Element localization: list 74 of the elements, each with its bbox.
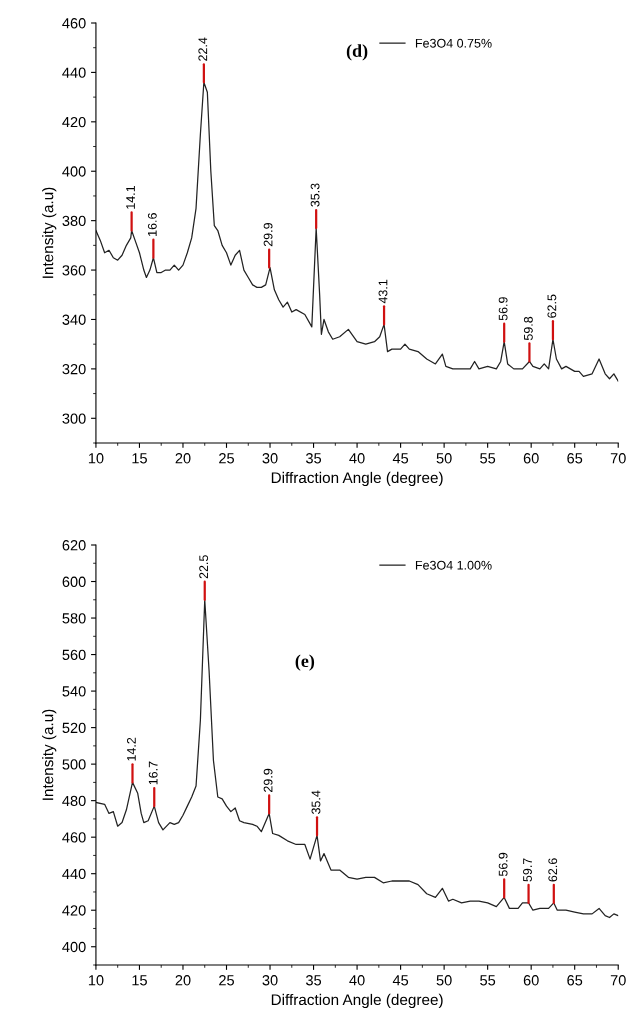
y-axis-title: Intensity (a.u) <box>42 187 57 278</box>
x-tick-label: 25 <box>219 453 234 464</box>
x-tick-label: 50 <box>436 975 452 986</box>
y-tick-label: 340 <box>62 314 86 325</box>
y-tick-label: 360 <box>62 265 86 276</box>
x-tick-label: 15 <box>132 453 147 464</box>
y-tick-label: 620 <box>62 540 86 551</box>
x-tick-label: 30 <box>262 453 278 464</box>
y-tick-label: 400 <box>62 166 86 177</box>
y-tick-label: 400 <box>62 941 86 953</box>
x-tick-label: 70 <box>610 975 626 986</box>
annotation: 29.9 <box>263 223 273 247</box>
x-axis-title: Diffraction Angle (degree) <box>271 471 443 487</box>
annotation: 56.9 <box>498 852 508 877</box>
y-tick-label: 560 <box>62 649 86 660</box>
y-tick-label: 320 <box>62 363 86 375</box>
x-tick-label: 10 <box>88 975 104 986</box>
y-tick-label: 540 <box>62 686 86 697</box>
annotation: 59.7 <box>523 858 532 882</box>
line-series <box>95 599 619 919</box>
annotation: 35.4 <box>311 790 321 815</box>
annotation: 43.1 <box>378 279 388 304</box>
x-tick-label: 65 <box>567 453 583 464</box>
y-tick-label: 600 <box>62 576 86 587</box>
line-series <box>95 81 619 382</box>
x-tick-label: 40 <box>349 975 365 986</box>
y-tick-label: 460 <box>62 18 86 29</box>
x-tick-label: 35 <box>306 453 322 464</box>
x-tick-label: 45 <box>392 975 409 986</box>
y-tick-label: 300 <box>62 413 86 424</box>
y-tick-label: 380 <box>62 215 86 227</box>
x-tick-label: 30 <box>262 975 278 986</box>
annotation: 35.3 <box>310 183 320 207</box>
x-tick-label: 35 <box>306 975 322 986</box>
x-tick-label: 50 <box>436 453 452 464</box>
y-tick-label: 440 <box>62 67 86 78</box>
x-axis-title: Diffraction Angle (degree) <box>271 993 443 1009</box>
x-tick-label: 70 <box>610 453 626 464</box>
annotation: 62.6 <box>548 858 558 882</box>
x-tick-label: 55 <box>480 975 496 986</box>
x-tick-label: 55 <box>480 453 496 464</box>
annotation: 56.9 <box>498 297 508 321</box>
legend-label: Fe3O4 1.00% <box>415 560 492 570</box>
x-tick-label: 40 <box>349 453 365 464</box>
x-tick-label: 10 <box>88 453 104 464</box>
x-tick-label: 60 <box>523 975 539 986</box>
y-axis-title: Intensity (a.u) <box>42 709 57 800</box>
x-tick-label: 60 <box>523 453 539 464</box>
y-tick-label: 460 <box>62 832 86 843</box>
y-tick-label: 500 <box>62 759 86 770</box>
legend-label: Fe3O4 0.75% <box>415 38 492 48</box>
x-tick-label: 25 <box>219 975 234 986</box>
annotation: 14.2 <box>127 737 136 761</box>
x-tick-label: 20 <box>175 453 191 464</box>
annotation: 62.5 <box>547 294 557 318</box>
annotation: 59.8 <box>523 316 533 341</box>
annotation: 29.9 <box>263 768 273 792</box>
annotation: (e) <box>295 654 315 671</box>
x-tick-label: 45 <box>392 453 409 464</box>
annotation: 14.1 <box>126 185 135 209</box>
y-tick-label: 580 <box>62 613 86 624</box>
annotation: 22.5 <box>199 555 209 579</box>
x-tick-label: 15 <box>132 975 147 986</box>
annotation: (d) <box>346 44 368 61</box>
y-tick-label: 440 <box>62 868 86 880</box>
annotation: 16.6 <box>147 213 157 236</box>
annotation: 16.7 <box>148 761 158 785</box>
y-tick-label: 520 <box>62 722 86 734</box>
x-tick-label: 20 <box>175 975 191 986</box>
y-tick-label: 420 <box>62 116 86 128</box>
annotation: 22.4 <box>198 37 208 61</box>
y-tick-label: 420 <box>62 905 86 916</box>
x-tick-label: 65 <box>567 975 583 986</box>
y-tick-label: 480 <box>62 795 86 807</box>
